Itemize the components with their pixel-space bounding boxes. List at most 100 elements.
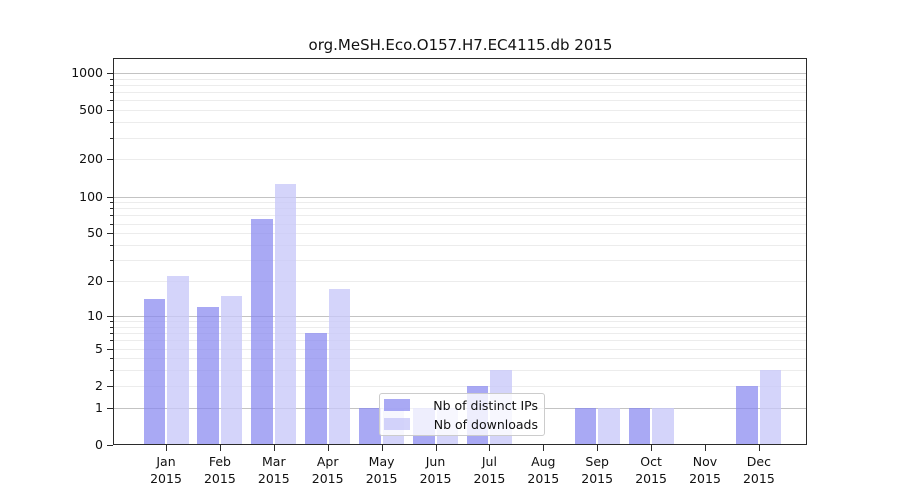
y-minor-tick-mark: [110, 159, 113, 161]
gridline-minor: [114, 348, 807, 350]
bar-nb-of-distinct-ips-sep: [574, 407, 597, 445]
x-tick-label-oct: Oct 2015: [635, 454, 667, 486]
bar-nb-of-downloads-sep: [598, 407, 620, 445]
bar-nb-of-distinct-ips-apr: [305, 333, 327, 445]
x-tick-label-mar: Mar 2015: [257, 454, 290, 486]
y-minor-tick-mark: [110, 78, 113, 80]
y-tick-label-1: 1: [95, 399, 103, 415]
gridline-minor: [114, 245, 807, 246]
gridline-minor: [114, 122, 807, 124]
gridline-minor: [114, 233, 807, 235]
gridline-major: [114, 315, 807, 317]
y-tick-mark: [107, 281, 113, 282]
x-tick-mark: [166, 445, 167, 451]
x-tick-label-nov: Nov 2015: [689, 454, 721, 486]
gridline-minor: [114, 385, 807, 387]
y-tick-label-200: 200: [79, 151, 103, 167]
bar-nb-of-downloads-mar: [274, 184, 297, 445]
x-tick-mark: [327, 445, 329, 451]
bar-nb-of-downloads-apr: [328, 289, 351, 445]
chart-title: org.MeSH.Eco.O157.H7.EC4115.db 2015: [308, 36, 613, 54]
gridline-minor: [114, 215, 807, 217]
y-tick-label-0: 0: [95, 437, 103, 452]
x-tick-mark: [543, 445, 545, 451]
bar-nb-of-distinct-ips-may: [359, 407, 381, 445]
y-tick-label-20: 20: [87, 273, 103, 288]
y-tick-label-1000: 1000: [71, 64, 103, 80]
y-minor-tick-mark: [110, 233, 113, 235]
gridline-major: [114, 196, 807, 198]
gridline-minor: [114, 333, 807, 334]
x-tick-label-may: May 2015: [365, 454, 398, 486]
gridline-minor: [114, 358, 807, 360]
plot-border: [113, 58, 807, 445]
y-minor-tick-mark: [110, 385, 113, 387]
y-minor-tick-mark: [110, 370, 113, 372]
y-minor-tick-mark: [110, 326, 113, 328]
y-tick-mark: [107, 445, 113, 446]
x-tick-label-dec: Dec 2015: [742, 454, 775, 486]
y-tick-mark: [107, 348, 113, 350]
gridline-major: [114, 72, 807, 74]
y-tick-label-50: 50: [87, 225, 103, 241]
bar-nb-of-distinct-ips-dec: [736, 385, 758, 445]
x-tick-mark: [758, 445, 760, 451]
legend-item-distinct-ips: Nb of distinct IPs: [384, 397, 538, 414]
gridline-minor: [114, 340, 807, 342]
gridline-minor: [114, 110, 807, 112]
y-tick-label-5: 5: [95, 340, 103, 356]
legend-item-downloads: Nb of downloads: [384, 416, 538, 433]
y-tick-mark: [107, 159, 113, 161]
gridline-minor: [114, 78, 807, 80]
y-tick-label-500: 500: [79, 102, 103, 118]
x-tick-mark: [219, 445, 221, 451]
y-tick-mark: [107, 110, 113, 112]
gridline-minor: [114, 321, 807, 322]
y-minor-tick-mark: [110, 208, 113, 210]
y-minor-tick-mark: [110, 84, 113, 86]
x-tick-mark: [597, 445, 599, 451]
y-minor-tick-mark: [110, 321, 113, 322]
legend: Nb of distinct IPs Nb of downloads: [379, 393, 545, 436]
x-tick-label-jan: Jan 2015: [150, 454, 182, 486]
legend-label-distinct-ips: Nb of distinct IPs: [433, 397, 538, 413]
gridline-minor: [114, 92, 807, 94]
gridline-minor: [114, 202, 807, 204]
y-tick-label-2: 2: [95, 377, 103, 393]
x-tick-mark: [651, 445, 653, 451]
gridline-minor: [114, 84, 807, 86]
gridline-minor: [114, 281, 807, 282]
gridline-minor: [114, 223, 807, 225]
y-tick-mark: [107, 233, 113, 235]
gridline-minor: [114, 137, 807, 139]
x-tick-label-jul: Jul 2015: [473, 454, 506, 486]
y-minor-tick-mark: [110, 333, 113, 334]
gridline-minor: [114, 159, 807, 161]
bar-nb-of-distinct-ips-feb: [197, 306, 219, 445]
bar-nb-of-downloads-feb: [220, 295, 243, 445]
y-tick-label-100: 100: [79, 188, 103, 204]
y-minor-tick-mark: [110, 348, 113, 350]
legend-swatch-distinct-ips-icon: [384, 399, 410, 411]
y-minor-tick-mark: [110, 340, 113, 342]
y-minor-tick-mark: [110, 215, 113, 217]
gridline-minor: [114, 370, 807, 372]
bar-nb-of-distinct-ips-jan: [143, 299, 165, 445]
y-minor-tick-mark: [110, 245, 113, 246]
legend-swatch-downloads-icon: [384, 418, 410, 430]
y-minor-tick-mark: [110, 110, 113, 112]
y-tick-mark: [107, 407, 113, 409]
y-tick-label-10: 10: [87, 307, 103, 323]
y-minor-tick-mark: [110, 92, 113, 94]
y-minor-tick-mark: [110, 223, 113, 225]
gridline-minor: [114, 260, 807, 262]
bar-nb-of-downloads-dec: [759, 370, 782, 445]
x-tick-label-feb: Feb 2015: [203, 454, 236, 486]
y-minor-tick-mark: [110, 281, 113, 282]
y-minor-tick-mark: [110, 137, 113, 139]
legend-label-downloads: Nb of downloads: [433, 416, 538, 432]
y-minor-tick-mark: [110, 358, 113, 360]
bar-nb-of-downloads-jan: [167, 276, 189, 445]
gridline-minor: [114, 208, 807, 210]
